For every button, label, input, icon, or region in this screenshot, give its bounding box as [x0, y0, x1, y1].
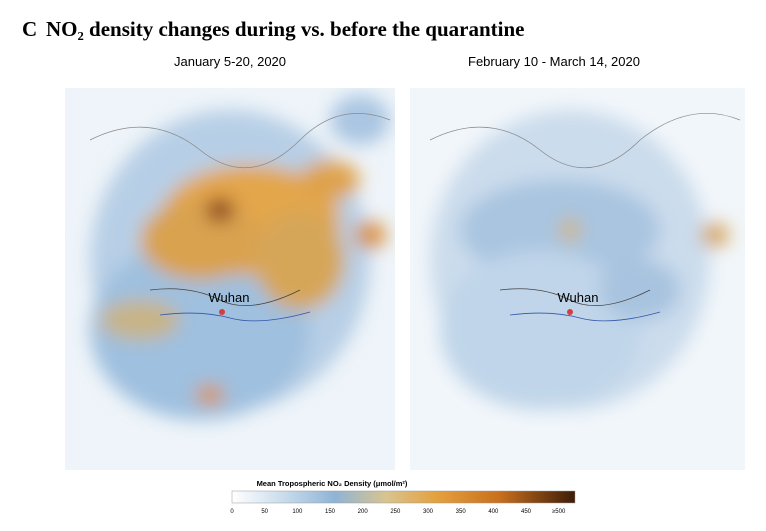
colorbar-tick-label: 200 [358, 509, 369, 515]
colorbar-tick-label: 0 [230, 509, 234, 515]
colorbar [231, 490, 576, 504]
panel-title: January 5-20, 2020 [174, 54, 286, 69]
colorbar-tick-label: 50 [261, 509, 268, 515]
colorbar-tick-label: ≥500 [552, 509, 566, 515]
panel-label: C [22, 17, 37, 41]
city-label: Wuhan [209, 290, 250, 305]
colorbar-title: Mean Tropospheric NO₂ Density (μmol/m²) [257, 479, 408, 488]
colorbar-tick-label: 150 [325, 509, 336, 515]
figure-title: NO₂ density changes during vs. before th… [46, 17, 524, 41]
map-during: Wuhan [410, 88, 745, 470]
colorbar-tick-label: 400 [488, 509, 499, 515]
panel-title: February 10 - March 14, 2020 [468, 54, 640, 69]
colorbar-tick-label: 450 [521, 509, 532, 515]
map-before: Wuhan [65, 88, 395, 470]
colorbar-tick-label: 250 [390, 509, 401, 515]
city-label: Wuhan [558, 290, 599, 305]
colorbar-tick-label: 350 [456, 509, 467, 515]
colorbar-tick-label: 100 [292, 509, 303, 515]
colorbar-tick-label: 300 [423, 509, 434, 515]
colorbar-ticks: 0 50 100 150 200 250 300 350 400 450 ≥500 [230, 509, 566, 515]
